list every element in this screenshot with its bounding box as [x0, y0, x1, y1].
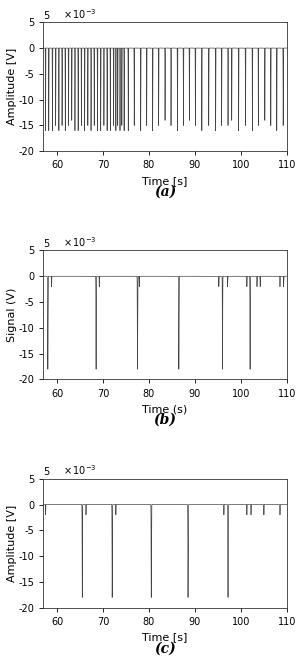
Y-axis label: Signal (V): Signal (V) — [7, 288, 17, 342]
Text: $5$: $5$ — [43, 9, 51, 21]
X-axis label: Time (s): Time (s) — [142, 404, 188, 414]
X-axis label: Time [s]: Time [s] — [142, 176, 188, 186]
Text: $5$: $5$ — [43, 237, 51, 249]
Text: $\times\,10^{-3}$: $\times\,10^{-3}$ — [63, 464, 96, 478]
Text: $\times\,10^{-3}$: $\times\,10^{-3}$ — [63, 235, 96, 249]
Y-axis label: Amplitude [V]: Amplitude [V] — [7, 504, 17, 582]
Y-axis label: Amplitude [V]: Amplitude [V] — [7, 48, 17, 126]
Text: (b): (b) — [154, 413, 177, 427]
Text: (c): (c) — [154, 641, 176, 655]
Text: $\times\,10^{-3}$: $\times\,10^{-3}$ — [63, 7, 96, 21]
Text: $5$: $5$ — [43, 466, 51, 478]
X-axis label: Time [s]: Time [s] — [142, 633, 188, 643]
Text: (a): (a) — [154, 185, 176, 199]
